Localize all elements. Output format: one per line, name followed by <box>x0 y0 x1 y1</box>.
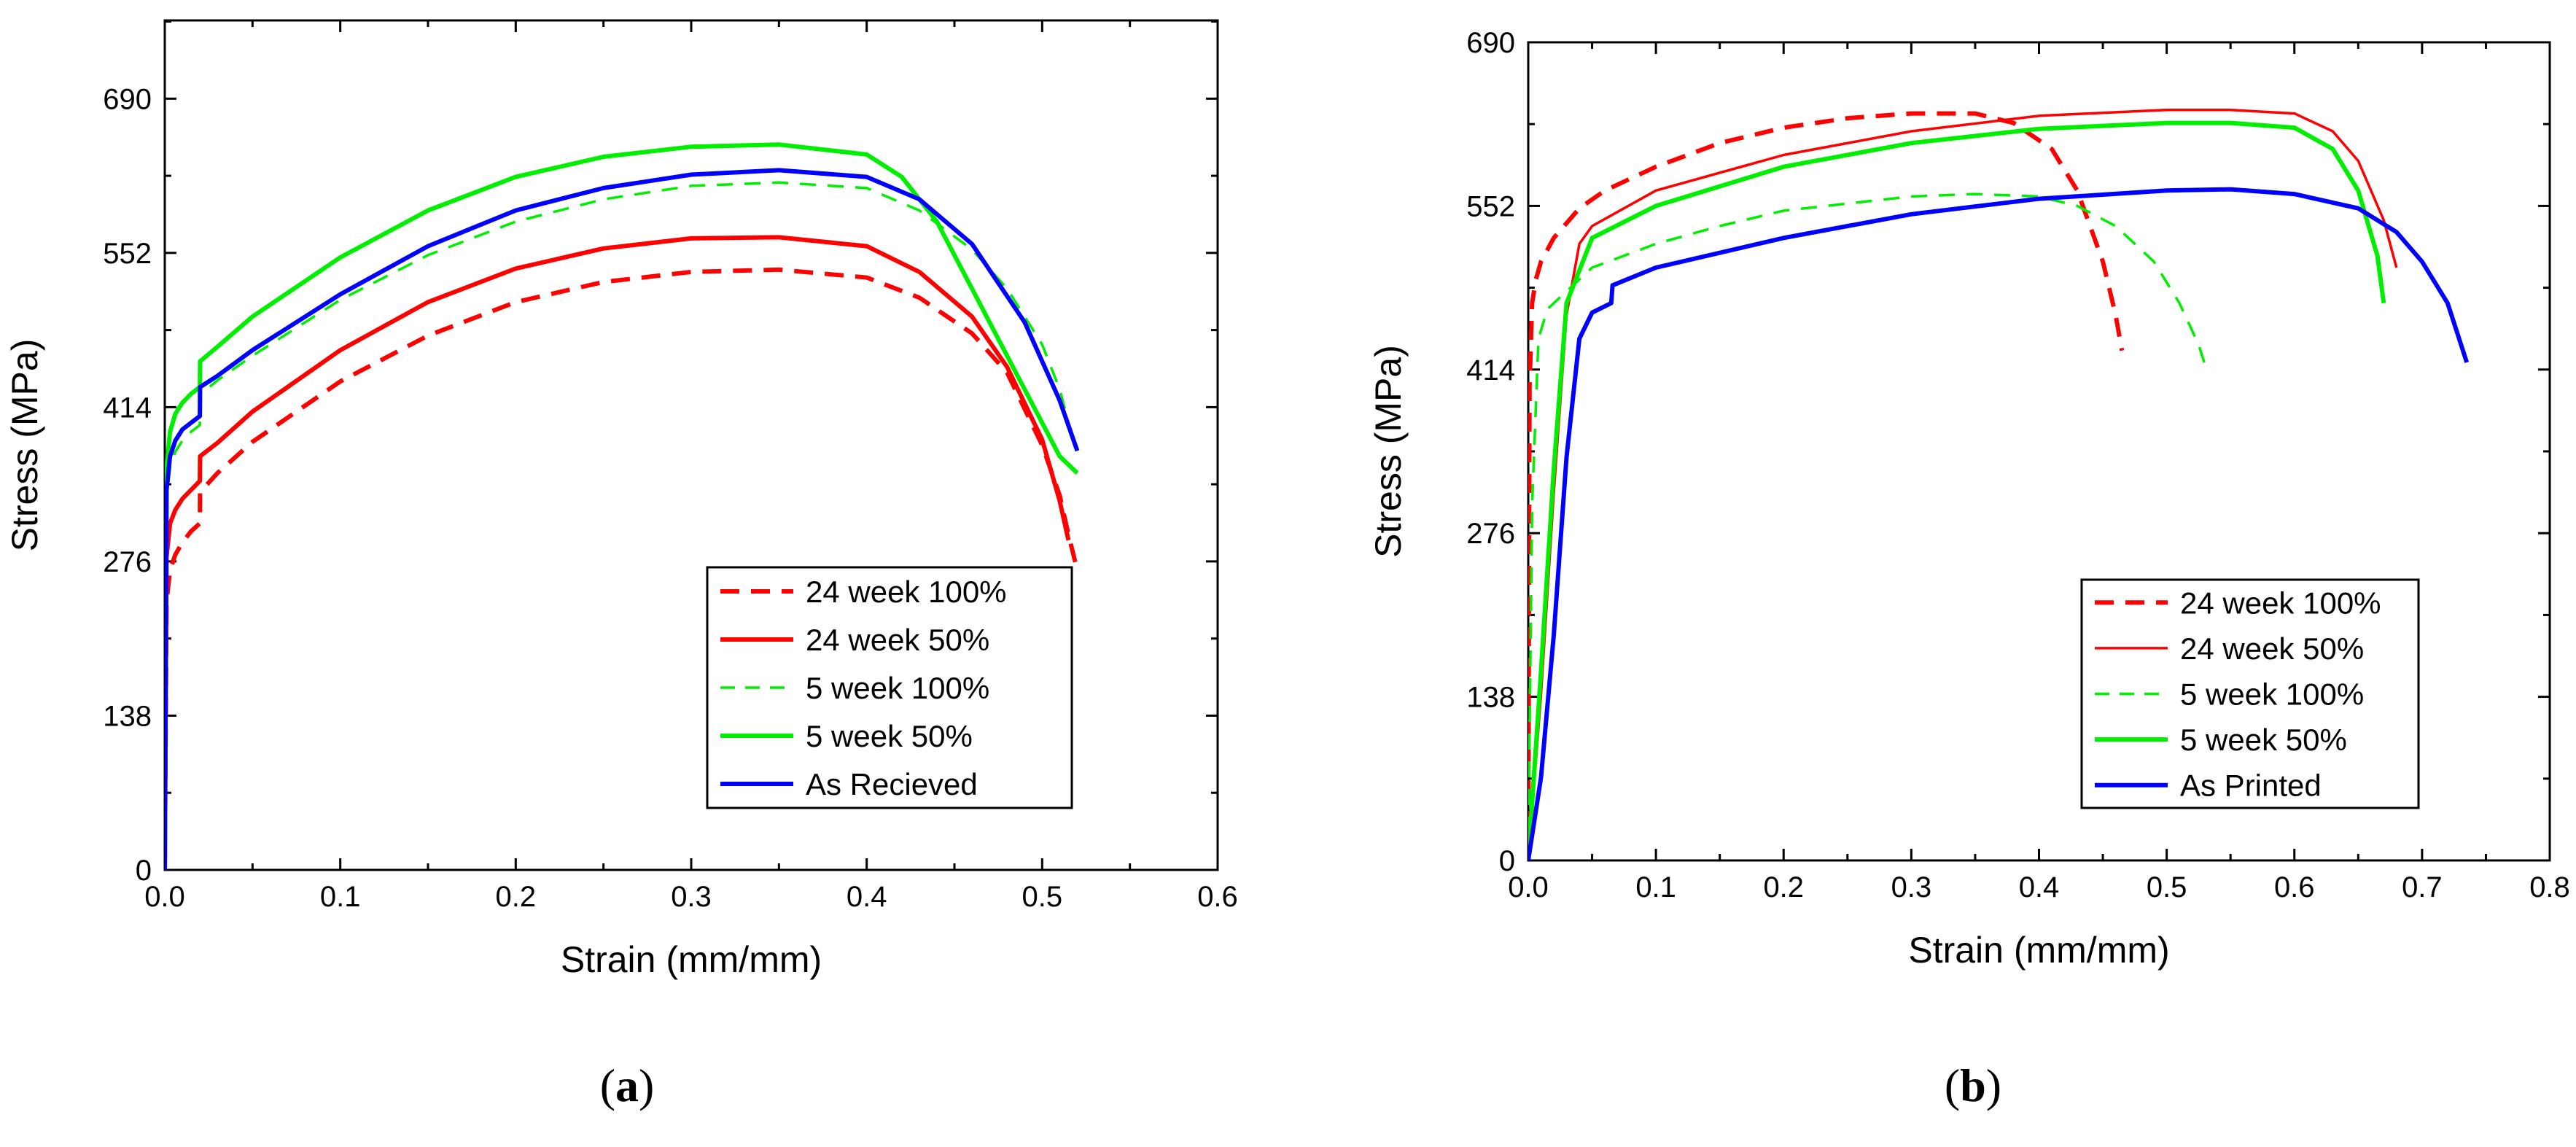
legend-label: 5 week 100% <box>2180 677 2364 712</box>
x-tick-label: 0.4 <box>2019 871 2060 903</box>
legend: 24 week 100% 24 week 50% 5 week 100% 5 week… <box>2080 578 2420 809</box>
y-tick-label: 414 <box>1466 354 1515 386</box>
y-tick-label: 552 <box>1466 190 1515 222</box>
legend: 24 week 100% 24 week 50% 5 week 100% 5 week… <box>706 566 1073 809</box>
y-axis-title: Stress (MPa) <box>4 339 45 552</box>
x-tick-label: 0.0 <box>144 881 185 913</box>
series-lines <box>1528 108 2470 860</box>
legend-box <box>706 566 1073 809</box>
x-tick-label: 0.6 <box>2274 871 2315 903</box>
series-lines <box>165 142 1080 870</box>
y-tick-label: 276 <box>103 546 152 578</box>
x-tick-label: 0.3 <box>1891 871 1932 903</box>
legend-label: 24 week 50% <box>2180 631 2364 666</box>
legend-box <box>2080 578 2420 809</box>
x-tick-label: 0.5 <box>1022 881 1063 913</box>
y-tick-label: 276 <box>1466 518 1515 550</box>
y-tick-label: 690 <box>1466 27 1515 59</box>
legend-label: As Recieved <box>806 767 978 801</box>
y-tick-label: 138 <box>103 700 152 732</box>
series-line-5-week-50 <box>165 142 1079 870</box>
x-tick-label: 0.2 <box>1763 871 1804 903</box>
y-tick-label: 0 <box>1499 845 1515 877</box>
x-axis-title: Strain (mm/mm) <box>1908 930 2169 971</box>
x-tick-label: 0.2 <box>496 881 537 913</box>
x-tick-label: 0.7 <box>2402 871 2443 903</box>
y-axis-title: Stress (MPa) <box>1368 345 1409 558</box>
panel-label: (a) <box>600 1059 655 1111</box>
legend-label: 5 week 100% <box>806 671 989 705</box>
legend-label: 24 week 100% <box>806 575 1007 609</box>
series-line-5-week-50 <box>1528 120 2386 860</box>
x-tick-label: 0.8 <box>2529 871 2570 903</box>
series-line-24-week-100 <box>165 267 1080 870</box>
series-line-24-week-50 <box>165 235 1071 870</box>
legend-label: 24 week 50% <box>806 623 989 657</box>
series-line-as-recieved <box>165 168 1080 870</box>
legend-label: 5 week 50% <box>806 719 973 753</box>
x-axis-title: Strain (mm/mm) <box>561 939 822 980</box>
panel-label: (b) <box>1945 1059 2001 1111</box>
legend-label: 5 week 50% <box>2180 723 2347 757</box>
y-tick-label: 414 <box>103 392 152 424</box>
y-tick-label: 138 <box>1466 682 1515 714</box>
series-line-24-week-100 <box>1528 111 2125 860</box>
series-line-as-printed <box>1528 187 2470 860</box>
y-tick-label: 0 <box>136 855 152 887</box>
legend-label: As Printed <box>2180 769 2322 803</box>
x-tick-label: 0.4 <box>847 881 887 913</box>
x-tick-label: 0.5 <box>2147 871 2187 903</box>
legend-label: 24 week 100% <box>2180 586 2381 620</box>
x-tick-label: 0.3 <box>671 881 712 913</box>
x-tick-label: 0.1 <box>320 881 361 913</box>
x-tick-label: 0.6 <box>1197 881 1238 913</box>
x-tick-label: 0.0 <box>1508 871 1549 903</box>
chart-a: 0.0 0.1 0.2 0.3 0.4 0.5 0.6 0 138 276 414 552 690 Str… <box>4 19 1238 1111</box>
chart-b: 0.0 0.1 0.2 0.3 0.4 0.5 0.6 0.7 0.8 0 138 276 414 552… <box>1368 27 2570 1111</box>
x-tick-label: 0.1 <box>1635 871 1676 903</box>
y-tick-label: 690 <box>103 83 152 115</box>
y-tick-label: 552 <box>103 238 152 270</box>
